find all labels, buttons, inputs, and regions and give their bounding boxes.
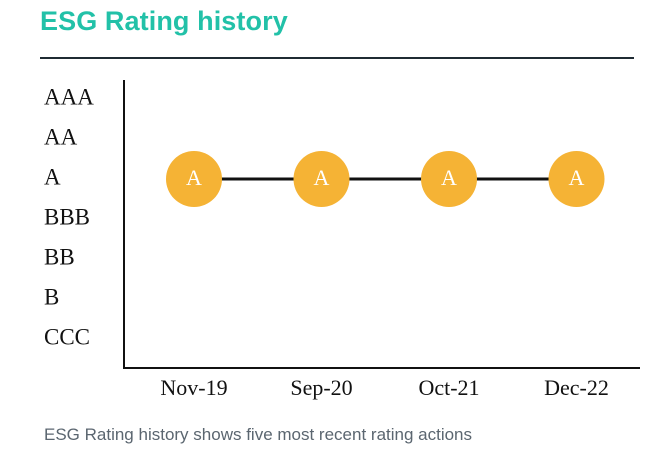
rating-point-label: A xyxy=(186,165,202,190)
rating-point xyxy=(166,151,222,207)
rating-point-label: A xyxy=(314,165,330,190)
rating-point-label: A xyxy=(569,165,585,190)
x-tick-label: Dec-22 xyxy=(544,375,609,400)
y-tick-label: AA xyxy=(44,124,78,149)
chart-caption: ESG Rating history shows five most recen… xyxy=(44,425,473,444)
y-tick-label: CCC xyxy=(44,324,90,349)
rating-point xyxy=(548,151,605,207)
y-tick-label: AAA xyxy=(44,84,94,109)
rating-point xyxy=(421,151,477,207)
x-tick-label: Sep-20 xyxy=(290,375,352,400)
rating-point-label: A xyxy=(441,165,457,190)
x-tick-label: Oct-21 xyxy=(418,375,479,400)
rating-point xyxy=(293,151,350,207)
title-divider xyxy=(40,57,634,59)
y-tick-label: B xyxy=(44,284,59,309)
y-tick-label: BB xyxy=(44,244,75,269)
chart-title: ESG Rating history xyxy=(40,6,288,36)
y-tick-label: BBB xyxy=(44,204,90,229)
x-tick-label: Nov-19 xyxy=(160,375,227,400)
y-tick-label: A xyxy=(44,164,61,189)
